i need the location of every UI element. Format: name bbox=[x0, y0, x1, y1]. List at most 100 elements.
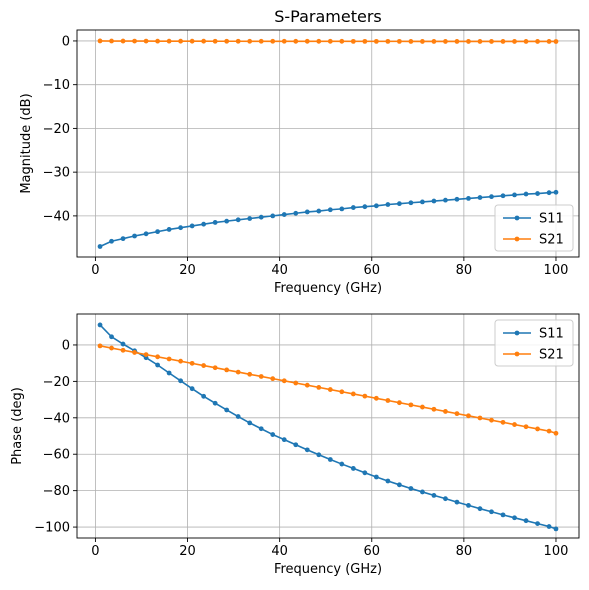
data-point-s21 bbox=[166, 356, 172, 362]
legend-marker-s11 bbox=[514, 215, 520, 221]
y-tick-label: 0 bbox=[62, 34, 70, 49]
x-axis-label: Frequency (GHz) bbox=[274, 281, 382, 296]
data-point-s21 bbox=[293, 380, 299, 386]
data-point-s21 bbox=[408, 402, 414, 408]
y-axis-label: Magnitude (dB) bbox=[19, 93, 34, 193]
data-point-s11 bbox=[327, 457, 333, 462]
data-point-s11 bbox=[489, 509, 494, 515]
data-point-s11 bbox=[143, 231, 149, 237]
data-point-s11 bbox=[373, 474, 379, 480]
data-point-s11 bbox=[339, 461, 345, 467]
subplot-2: 0 20 40 60 80 100 0 −20 −40 −60 −80 −100 Frequency (… bbox=[10, 313, 580, 577]
data-point-s21 bbox=[201, 38, 207, 44]
data-point-s21 bbox=[258, 374, 264, 379]
data-point-s11 bbox=[396, 201, 402, 207]
data-point-s11 bbox=[109, 238, 114, 244]
data-point-s21 bbox=[466, 39, 471, 44]
data-point-s11 bbox=[235, 217, 241, 223]
data-point-s11 bbox=[281, 212, 287, 217]
data-point-s21 bbox=[373, 38, 379, 44]
data-point-s21 bbox=[500, 419, 506, 425]
data-point-s21 bbox=[143, 352, 149, 358]
data-point-s11 bbox=[512, 192, 517, 198]
data-point-s21 bbox=[512, 422, 517, 427]
data-point-s11 bbox=[258, 214, 264, 220]
data-point-s11 bbox=[431, 492, 437, 498]
data-point-s21 bbox=[155, 354, 160, 360]
data-point-s11 bbox=[454, 499, 460, 505]
data-point-s21 bbox=[339, 38, 345, 44]
x-tick-label: 20 bbox=[179, 544, 196, 559]
data-point-s21 bbox=[339, 389, 345, 395]
data-point-s11 bbox=[293, 210, 299, 216]
legend-label-s21: S21 bbox=[539, 233, 564, 248]
data-point-s21 bbox=[362, 393, 368, 399]
data-point-s11 bbox=[97, 244, 103, 249]
data-point-s21 bbox=[408, 39, 414, 44]
data-point-s21 bbox=[235, 38, 241, 44]
series-line-s11 bbox=[99, 191, 557, 248]
axes-frame bbox=[76, 313, 580, 539]
data-point-s11 bbox=[477, 506, 483, 512]
subplot-1: 0 20 40 60 80 100 0 −10 −20 −30 −40 Frequency (GHz)… bbox=[19, 7, 580, 296]
data-point-s11 bbox=[396, 482, 402, 488]
data-point-s21 bbox=[132, 38, 137, 44]
data-point-s21 bbox=[166, 38, 172, 44]
y-tick-label: −10 bbox=[43, 78, 70, 93]
data-point-s21 bbox=[178, 38, 184, 44]
data-point-s21 bbox=[362, 38, 368, 44]
y-tick-label: −20 bbox=[43, 122, 70, 137]
x-tick-label: 80 bbox=[456, 263, 473, 278]
data-point-s11 bbox=[373, 203, 379, 209]
data-point-s21 bbox=[281, 378, 287, 384]
data-point-s11 bbox=[235, 414, 241, 419]
data-point-s11 bbox=[546, 524, 552, 529]
data-point-s11 bbox=[443, 496, 448, 502]
data-point-s21 bbox=[120, 38, 126, 44]
data-point-s21 bbox=[189, 38, 195, 44]
data-point-s11 bbox=[281, 437, 287, 443]
data-point-s21 bbox=[281, 38, 287, 44]
y-tick-label: −40 bbox=[43, 411, 70, 426]
data-point-s21 bbox=[535, 39, 540, 44]
data-point-s11 bbox=[466, 195, 471, 201]
data-point-s21 bbox=[443, 39, 448, 44]
data-point-s21 bbox=[293, 38, 299, 44]
data-point-s21 bbox=[535, 426, 540, 432]
data-point-s11 bbox=[270, 432, 276, 437]
x-tick-label: 40 bbox=[271, 544, 288, 559]
y-tick-label: −80 bbox=[43, 484, 70, 499]
data-point-s11 bbox=[166, 227, 172, 232]
data-point-s11 bbox=[201, 393, 207, 399]
data-point-s21 bbox=[212, 365, 218, 371]
data-point-s21 bbox=[189, 360, 195, 366]
data-point-s11 bbox=[408, 200, 414, 206]
data-point-s21 bbox=[143, 38, 149, 44]
data-point-s11 bbox=[350, 205, 356, 210]
data-point-s21 bbox=[454, 39, 460, 44]
data-point-s11 bbox=[477, 195, 483, 200]
data-point-s21 bbox=[553, 430, 559, 436]
data-point-s21 bbox=[224, 367, 230, 373]
data-point-s21 bbox=[316, 38, 322, 44]
data-point-s11 bbox=[362, 470, 368, 476]
data-point-s21 bbox=[350, 391, 356, 397]
data-point-s11 bbox=[97, 322, 103, 328]
data-point-s11 bbox=[466, 503, 471, 508]
data-point-s21 bbox=[258, 38, 264, 44]
data-point-s21 bbox=[477, 39, 483, 44]
data-point-s21 bbox=[327, 38, 333, 44]
data-point-s11 bbox=[304, 209, 310, 215]
chart-title: S-Parameters bbox=[274, 7, 382, 26]
legend-marker-s21 bbox=[514, 236, 520, 242]
legend-label-s11: S11 bbox=[539, 212, 564, 227]
data-point-s21 bbox=[546, 39, 552, 44]
data-point-s21 bbox=[97, 38, 103, 44]
data-point-s11 bbox=[316, 452, 322, 458]
data-point-s11 bbox=[523, 518, 529, 524]
data-point-s21 bbox=[97, 343, 103, 349]
data-point-s11 bbox=[339, 206, 345, 212]
data-point-s11 bbox=[304, 447, 310, 453]
data-point-s21 bbox=[396, 38, 402, 44]
